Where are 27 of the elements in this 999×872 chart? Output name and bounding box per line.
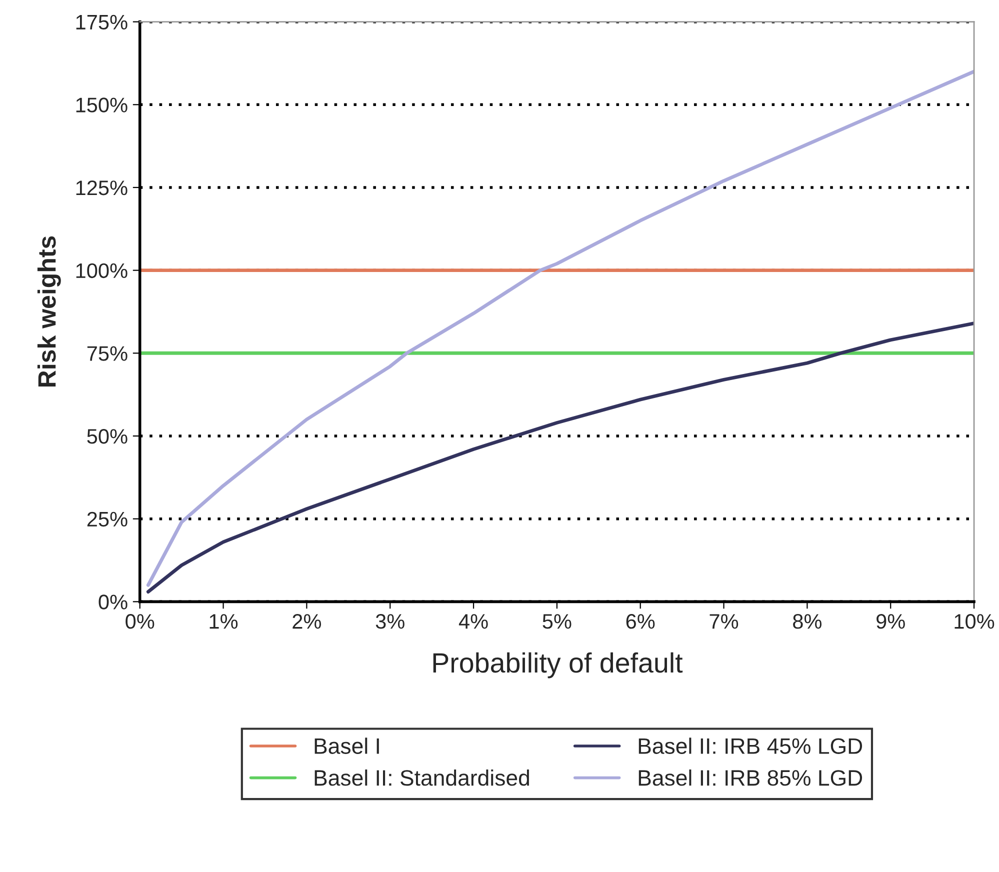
y-tick-label: 0% (98, 594, 128, 610)
x-tick-label: 8% (793, 614, 822, 629)
legend-label: Basel II: IRB 45% LGD (638, 738, 862, 754)
line-series (146, 70, 974, 587)
y-tick-label: 100% (76, 263, 128, 278)
x-axis-title: Probability of default (433, 652, 683, 678)
y-tick-label: 125% (76, 180, 128, 196)
y-tick-label: 25% (87, 512, 128, 527)
y-axis-title: Risk weights (37, 236, 61, 386)
x-tick-label: 4% (458, 614, 488, 629)
x-tick-label: 0% (126, 614, 154, 629)
y-tick-label: 150% (76, 98, 128, 112)
legend-label: Basel I (314, 738, 379, 754)
y-tick-label: 175% (76, 14, 128, 30)
x-tick-label: 7% (710, 614, 738, 629)
y-tick-label: 50% (87, 429, 128, 444)
x-tick-label: 3% (376, 614, 404, 629)
line-series (146, 322, 974, 594)
x-tick-label: 5% (542, 614, 572, 629)
x-tick-label: 6% (626, 614, 655, 629)
x-tick-label: 10% (954, 614, 994, 629)
y-tick-label: 75% (87, 346, 128, 361)
legend-label: Basel II: Standardised (314, 769, 529, 786)
x-tick-label: 9% (876, 614, 905, 629)
x-tick-label: 2% (292, 614, 322, 629)
x-tick-label: 1% (210, 614, 238, 629)
legend-label: Basel II: IRB 85% LGD (638, 769, 862, 786)
